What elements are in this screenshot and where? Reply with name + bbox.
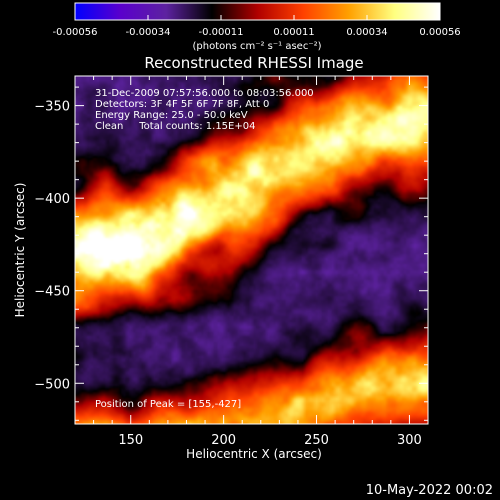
y-tick-label: −350 [34,100,70,115]
chart-title: Reconstructed RHESSI Image [144,54,363,72]
footer-timestamp: 10-May-2022 00:02 [366,483,493,498]
colorbar-tick-label: -0.00056 [53,27,98,38]
y-tick-label: −400 [34,192,70,207]
peak-position-label: Position of Peak = [155,-427] [95,399,241,410]
colorbar-frame [74,2,441,21]
annotation-detectors: Detectors: 3F 4F 5F 6F 7F 8F, Att 0 [95,99,269,110]
colorbar-ticks: -0.00056 -0.00034 -0.00011 0.00011 0.00034 0.… [53,15,461,38]
annotation-block: 31-Dec-2009 07:57:56.000 to 08:03:56.000… [95,88,314,132]
annotation-energy-range: Energy Range: 25.0 - 50.0 keV [95,110,248,121]
plot-frame [74,75,429,425]
colorbar: -0.00056 -0.00034 -0.00011 0.00011 0.00034 0.… [53,2,461,52]
colorbar-tick-label: -0.00011 [199,27,244,38]
colorbar-tick-label: -0.00034 [126,27,171,38]
y-tick-label: −450 [34,285,70,300]
y-axis-label: Heliocentric Y (arcsec) [13,183,27,318]
colorbar-gradient [75,3,440,20]
x-tick-label: 300 [397,433,422,448]
x-tick-label: 250 [304,433,329,448]
x-tick-label: 150 [118,433,143,448]
annotation-time-range: 31-Dec-2009 07:57:56.000 to 08:03:56.000 [95,88,314,99]
colorbar-units: (photons cm⁻² s⁻¹ asec⁻²) [192,41,321,52]
heatmap-image [75,76,428,424]
y-tick-label: −500 [34,377,70,392]
colorbar-tick-label: 0.00034 [346,27,387,38]
axes: 150 200 250 300 −350 −400 −450 −500 [34,76,428,448]
colorbar-tick-label: 0.00056 [419,27,460,38]
x-tick-label: 200 [211,433,236,448]
colorbar-tick-label: 0.00011 [273,27,314,38]
x-axis-label: Heliocentric X (arcsec) [186,447,322,461]
annotation-clean-counts: Clean Total counts: 1.15E+04 [95,121,255,132]
